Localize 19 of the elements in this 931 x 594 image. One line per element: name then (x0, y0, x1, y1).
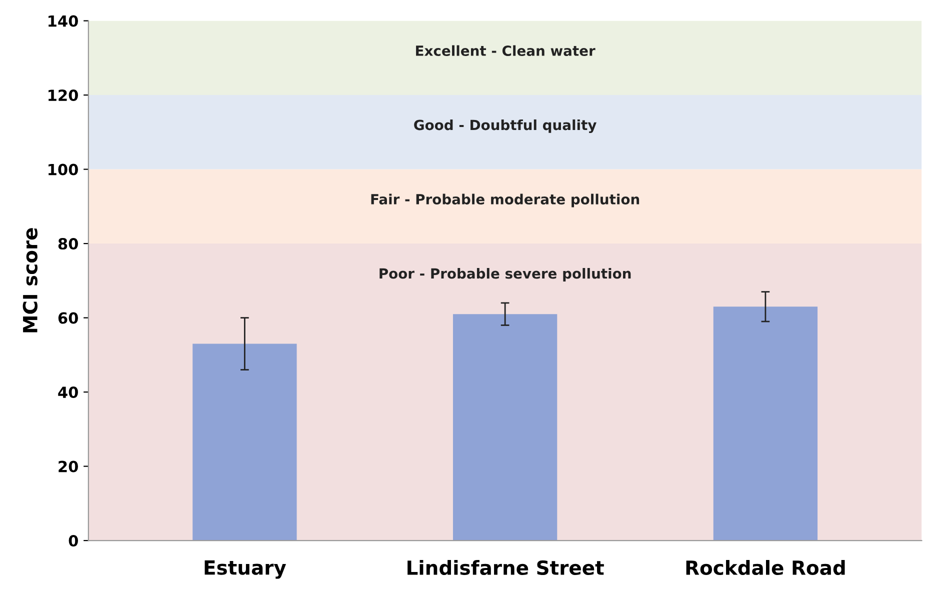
y-tick-label: 140 (48, 15, 78, 27)
band-label: Excellent - Clean water (416, 45, 596, 56)
x-tick-label: Rockdale Road (686, 560, 845, 576)
bar (192, 344, 297, 541)
y-tick-label: 0 (68, 535, 78, 547)
band-label: Fair - Probable moderate pollution (371, 194, 640, 208)
y-tick-label: 40 (58, 386, 78, 398)
y-tick-label: 120 (48, 90, 78, 102)
bar (452, 314, 558, 541)
band-label: Poor - Probable severe pollution (380, 268, 631, 282)
y-tick-label: 80 (58, 238, 78, 250)
x-tick-label: Lindisfarne Street (408, 560, 604, 576)
bar (713, 306, 818, 541)
band-label: Good - Doubtful quality (414, 119, 596, 133)
y-axis-title: MCI score (22, 228, 38, 332)
y-tick-label: 20 (58, 460, 78, 472)
x-tick-label: Estuary (204, 560, 286, 579)
y-tick-label: 100 (48, 164, 78, 176)
y-tick-label: 60 (58, 312, 78, 324)
